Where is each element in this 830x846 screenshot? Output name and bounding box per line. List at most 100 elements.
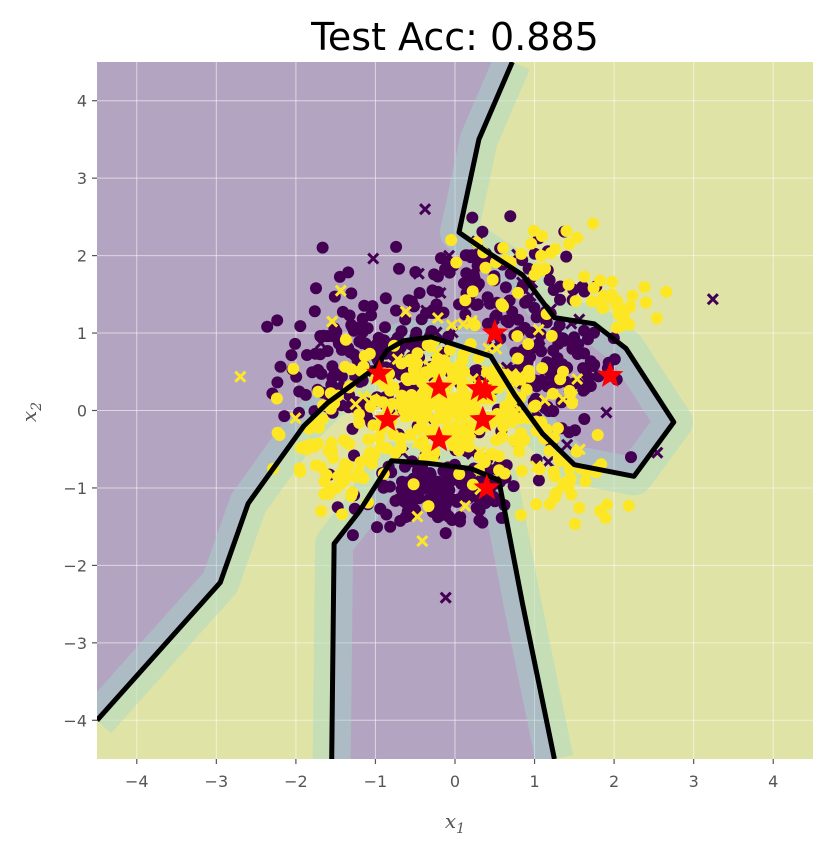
point-class1 <box>512 286 524 299</box>
cross-class1 <box>289 412 302 425</box>
point-class0 <box>443 484 456 497</box>
point-class1 <box>497 241 510 254</box>
cross-class1 <box>515 429 528 442</box>
point-class0 <box>532 474 545 487</box>
point-class1 <box>594 274 607 287</box>
y-tick-label: 4 <box>77 92 87 111</box>
point-class1 <box>626 289 639 302</box>
point-class0 <box>271 314 284 327</box>
point-class0 <box>359 337 372 350</box>
y-tick-label: 3 <box>77 169 87 188</box>
cross-class0 <box>533 341 546 354</box>
point-class0 <box>413 287 426 299</box>
cross-class1 <box>465 314 478 327</box>
point-class1 <box>543 498 556 511</box>
point-class0 <box>584 355 597 368</box>
cross-class1 <box>430 346 443 359</box>
point-class0 <box>336 305 349 318</box>
y-tick-label: −3 <box>63 634 87 653</box>
cross-class1 <box>480 365 494 378</box>
point-class1 <box>563 238 576 251</box>
cross-class1 <box>452 437 465 450</box>
point-class0 <box>346 529 359 542</box>
cross-class1 <box>394 440 407 454</box>
point-class0 <box>335 370 348 383</box>
point-class0 <box>395 325 408 338</box>
point-class1 <box>525 237 538 250</box>
point-class1 <box>650 312 663 325</box>
point-class0 <box>379 292 392 305</box>
boundary-line <box>329 458 557 759</box>
point-class1 <box>421 339 434 352</box>
cross-class1 <box>514 369 527 382</box>
point-class1 <box>423 425 436 437</box>
point-class0 <box>563 426 576 439</box>
point-class1 <box>457 348 470 361</box>
star-marker <box>481 319 509 345</box>
point-class0 <box>439 527 452 540</box>
point-class0 <box>469 299 482 311</box>
point-class0 <box>326 371 339 384</box>
y-axis-label: x2 <box>17 402 45 422</box>
point-class0 <box>512 313 525 326</box>
point-class1 <box>422 500 435 513</box>
star-marker <box>473 473 501 500</box>
point-class1 <box>551 422 564 435</box>
grid <box>97 62 813 759</box>
point-class0 <box>301 349 313 361</box>
point-class1 <box>315 505 328 518</box>
point-class1 <box>459 294 472 307</box>
cross-class0 <box>412 267 425 280</box>
point-class1 <box>446 365 459 378</box>
cross-class0 <box>420 304 433 317</box>
point-class0 <box>299 388 312 401</box>
point-class1 <box>312 385 325 398</box>
point-class1 <box>578 270 591 283</box>
point-class1 <box>560 225 573 237</box>
point-class1 <box>452 409 465 422</box>
point-class0 <box>469 364 482 377</box>
point-class1 <box>587 217 599 230</box>
point-class1 <box>345 363 358 376</box>
cross-class0 <box>419 203 432 216</box>
cross-class1 <box>571 373 584 386</box>
point-class1 <box>522 338 535 350</box>
cross-class1 <box>474 446 487 459</box>
plot-area <box>97 62 813 759</box>
point-class0 <box>442 510 455 522</box>
point-class1 <box>346 486 359 499</box>
point-class0 <box>316 241 329 254</box>
point-class0 <box>430 298 443 311</box>
point-class0 <box>335 343 348 356</box>
y-ticks: −4 −3 −2 −1 0 1 2 3 4 <box>63 92 97 730</box>
point-class0 <box>488 495 501 508</box>
cross-class1 <box>411 510 424 523</box>
point-class1 <box>562 278 575 291</box>
point-class1 <box>571 231 584 244</box>
point-class1 <box>550 487 562 500</box>
y-tick-label: −1 <box>63 479 87 498</box>
point-class0 <box>560 250 573 263</box>
x-tick-label: −3 <box>205 772 229 791</box>
point-class1 <box>545 329 558 342</box>
point-class0 <box>390 304 402 317</box>
decision-boundary <box>97 62 677 759</box>
cross-class1 <box>445 319 458 332</box>
point-class1 <box>513 438 526 451</box>
point-class0 <box>285 349 298 362</box>
point-class1 <box>561 475 574 488</box>
point-class1 <box>640 296 652 309</box>
point-class0 <box>393 262 405 275</box>
point-class1 <box>367 419 380 432</box>
point-class1 <box>384 384 397 397</box>
point-class1 <box>530 498 543 511</box>
point-class1 <box>443 343 456 356</box>
point-class0 <box>271 376 284 389</box>
point-class0 <box>502 316 515 329</box>
point-class0 <box>422 473 435 486</box>
cross-class0 <box>706 293 719 306</box>
point-class0 <box>499 281 512 294</box>
cross-class1 <box>530 460 543 473</box>
cross-class1 <box>407 395 420 408</box>
